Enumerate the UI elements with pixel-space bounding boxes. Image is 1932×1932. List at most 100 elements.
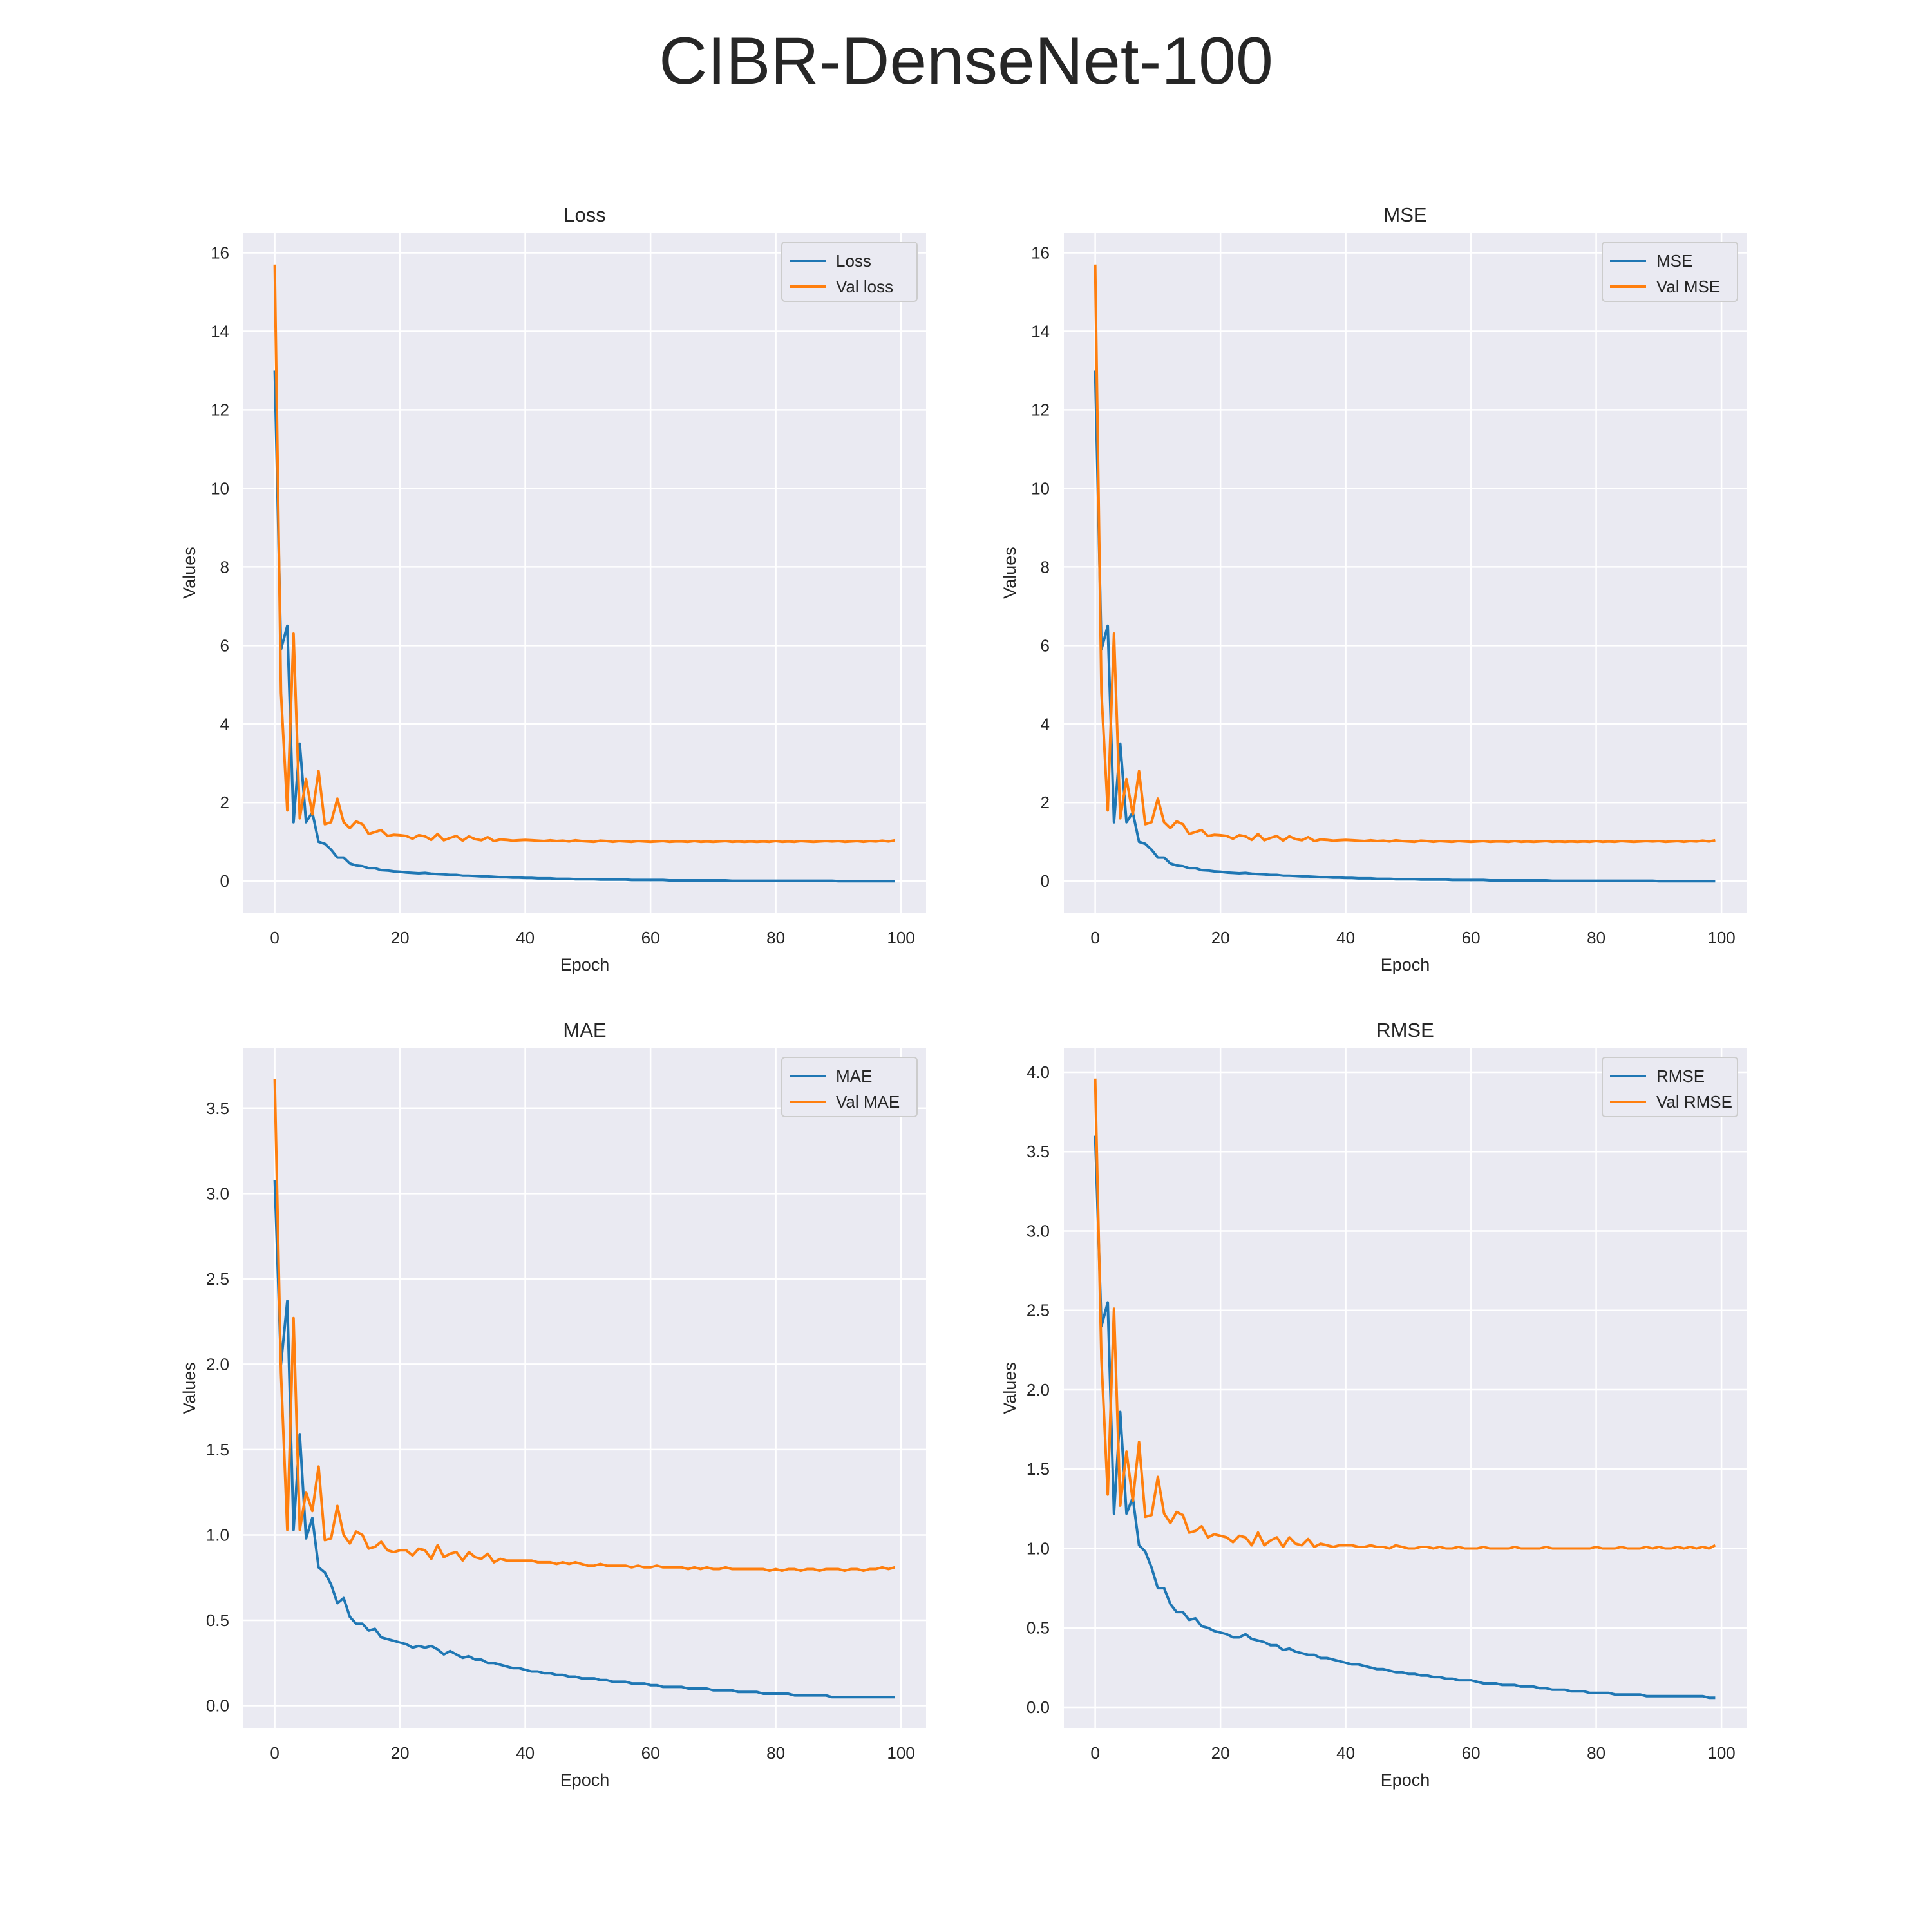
x-tick-label: 0 [1090, 928, 1099, 947]
y-axis-label: Values [180, 1362, 199, 1414]
y-tick-label: 4.0 [1027, 1063, 1050, 1082]
series-line-mae [273, 1180, 895, 1699]
series-line-val-rmse [1094, 1078, 1716, 1550]
x-tick-label: 60 [641, 928, 660, 947]
y-tick-label: 0.0 [206, 1696, 229, 1716]
x-tick-label: 100 [887, 1743, 914, 1763]
y-tick-label: 3.5 [206, 1099, 229, 1118]
x-tick-label: 40 [516, 928, 535, 947]
chart-panel-rmse: 0 20 40 60 80 100 0.0 0.5 1.0 1.5 2.0 2.5 3.0 3.5 4.0 R… [1000, 1019, 1747, 1790]
legend: Loss Val loss [781, 242, 918, 302]
legend-label: Val MAE [836, 1092, 900, 1112]
y-axis-label: Values [1000, 1362, 1019, 1414]
y-tick-label: 3.5 [1027, 1142, 1050, 1161]
figure-suptitle: CIBR-DenseNet-100 [659, 24, 1273, 99]
x-tick-label: 40 [516, 1743, 535, 1763]
legend-label: RMSE [1656, 1066, 1705, 1086]
chart-title: Loss [564, 204, 605, 226]
x-tick-label: 80 [1587, 1743, 1605, 1763]
x-tick-label: 20 [1211, 1743, 1230, 1763]
series-line-val-mae [273, 1079, 895, 1573]
y-tick-label: 2.5 [206, 1269, 229, 1289]
x-axis-label: Epoch [560, 1770, 610, 1790]
y-tick-label: 12 [1031, 400, 1050, 419]
y-tick-label: 0.5 [206, 1611, 229, 1630]
x-tick-label: 60 [1462, 1743, 1481, 1763]
y-tick-label: 8 [220, 557, 229, 576]
x-tick-label: 0 [270, 928, 279, 947]
chart-title: RMSE [1376, 1019, 1434, 1041]
x-tick-label: 20 [1211, 928, 1230, 947]
x-tick-label: 40 [1336, 1743, 1355, 1763]
x-tick-label: 0 [270, 1743, 279, 1763]
legend-label: MSE [1656, 251, 1692, 270]
x-axis-label: Epoch [1381, 955, 1430, 974]
series-line-val-loss [273, 264, 895, 844]
chart-title: MAE [563, 1019, 606, 1041]
chart-panel-mae: 0 20 40 60 80 100 0.0 0.5 1.0 1.5 2.0 2.5 3.0 3.5 MAE E… [180, 1019, 926, 1790]
chart-panel-loss: 0 20 40 60 80 100 0 2 4 6 8 10 12 14 16 Loss Epoch Values… [180, 204, 926, 974]
y-axis-label: Values [180, 547, 199, 599]
x-tick-label: 100 [1707, 1743, 1735, 1763]
y-tick-label: 0.5 [1027, 1618, 1050, 1638]
legend: RMSE Val RMSE [1602, 1057, 1738, 1117]
y-tick-label: 16 [1031, 243, 1050, 262]
plot-area [1064, 233, 1747, 913]
y-tick-label: 14 [211, 321, 229, 341]
y-tick-label: 6 [1041, 636, 1050, 655]
chart-panel-mse: 0 20 40 60 80 100 0 2 4 6 8 10 12 14 16 MSE Epoch Values M… [1000, 204, 1747, 974]
series-line-rmse [1094, 1135, 1716, 1700]
y-tick-label: 3.0 [206, 1184, 229, 1203]
y-tick-label: 2.0 [1027, 1380, 1050, 1399]
y-tick-label: 1.0 [206, 1525, 229, 1544]
x-tick-label: 80 [1587, 928, 1605, 947]
y-tick-label: 3.0 [1027, 1221, 1050, 1240]
plot-area [1064, 1048, 1747, 1728]
x-tick-label: 60 [1462, 928, 1481, 947]
x-tick-label: 100 [1707, 928, 1735, 947]
series-line-mse [1094, 370, 1716, 883]
chart-title: MSE [1383, 204, 1426, 226]
y-tick-label: 2.5 [1027, 1301, 1050, 1320]
y-tick-label: 6 [220, 636, 229, 655]
x-tick-label: 100 [887, 928, 914, 947]
y-tick-label: 2 [1041, 793, 1050, 812]
y-tick-label: 10 [1031, 478, 1050, 498]
y-tick-label: 2 [220, 793, 229, 812]
y-axis-label: Values [1000, 547, 1019, 599]
legend-label: MAE [836, 1066, 872, 1086]
legend-label: Val MSE [1656, 277, 1720, 296]
x-tick-label: 60 [641, 1743, 660, 1763]
x-tick-label: 20 [391, 928, 410, 947]
x-tick-label: 80 [766, 1743, 785, 1763]
x-tick-label: 40 [1336, 928, 1355, 947]
y-tick-label: 2.0 [206, 1354, 229, 1374]
legend: MAE Val MAE [781, 1057, 918, 1117]
legend-label: Val RMSE [1656, 1092, 1732, 1112]
y-tick-label: 0 [220, 871, 229, 891]
y-tick-label: 1.5 [206, 1440, 229, 1459]
x-tick-label: 0 [1090, 1743, 1099, 1763]
y-tick-label: 1.0 [1027, 1539, 1050, 1558]
series-line-val-mse [1094, 264, 1716, 844]
legend: MSE Val MSE [1602, 242, 1738, 302]
y-tick-label: 10 [211, 478, 229, 498]
x-tick-label: 20 [391, 1743, 410, 1763]
plot-area [243, 233, 926, 913]
y-tick-label: 4 [1041, 714, 1050, 734]
x-tick-label: 80 [766, 928, 785, 947]
y-tick-label: 4 [220, 714, 229, 734]
series-line-loss [273, 370, 895, 883]
y-tick-label: 8 [1041, 557, 1050, 576]
y-tick-label: 0 [1041, 871, 1050, 891]
y-tick-label: 0.0 [1027, 1698, 1050, 1717]
x-axis-label: Epoch [560, 955, 610, 974]
y-tick-label: 14 [1031, 321, 1050, 341]
y-tick-label: 1.5 [1027, 1459, 1050, 1479]
legend-label: Val loss [836, 277, 893, 296]
x-axis-label: Epoch [1381, 1770, 1430, 1790]
legend-label: Loss [836, 251, 871, 270]
y-tick-label: 16 [211, 243, 229, 262]
plot-area [243, 1048, 926, 1728]
